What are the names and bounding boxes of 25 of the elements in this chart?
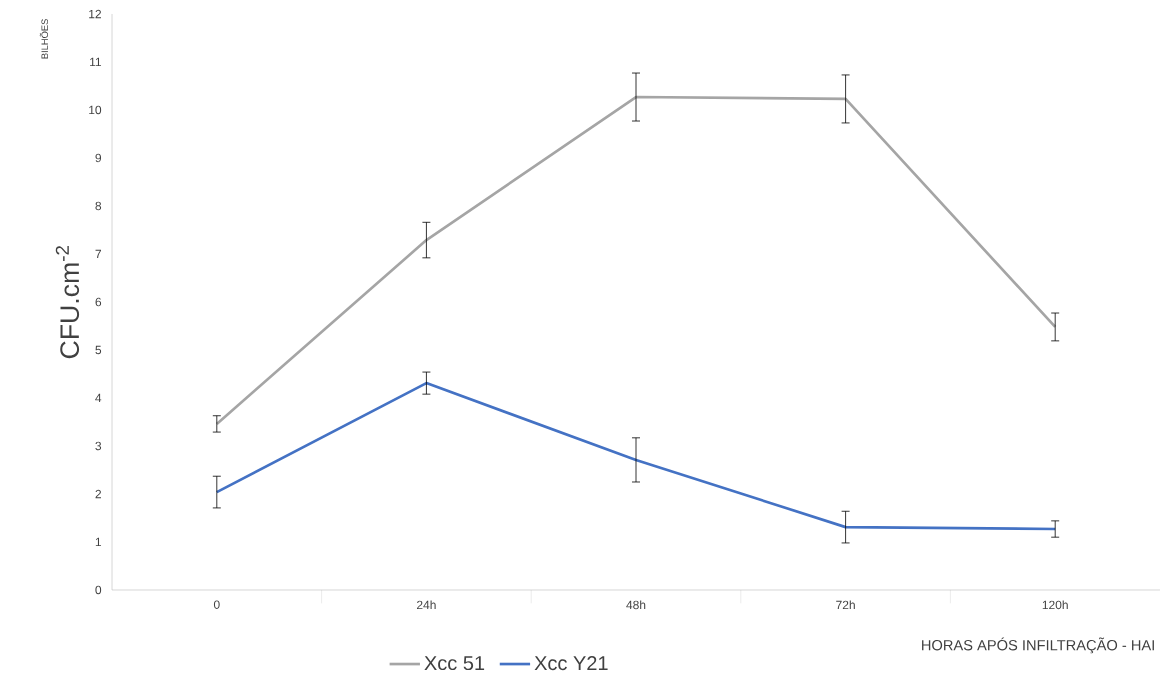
y-tick-label: 12 [89,9,101,19]
y-tick-label: 3 [95,441,102,451]
x-tick-label: 0 [213,600,220,609]
y-tick-label: 2 [95,489,101,499]
y-axis-title: CFU.cm$^{-2}$ [55,246,80,359]
line-series [215,381,1057,531]
text: BILHÕES [39,19,49,59]
y-tick-label: 5 [95,345,102,355]
x-tick-label: 72h [836,600,855,610]
y-tick-label: 7 [95,249,101,259]
y-tick-label: 8 [95,201,102,211]
legend-label: Xcc Y21 [534,656,608,671]
y-tick-label: 4 [95,393,102,403]
y-tick-label: 10 [89,105,102,115]
y-tick-label: 6 [95,297,102,307]
x-tick-label: 120h [1042,600,1068,610]
legend-label: Xcc 51 [424,656,485,671]
y-tick-label: 0 [95,585,102,595]
y-tick-label: 9 [95,153,102,163]
y-tick-label: 1 [95,537,102,547]
x-axis-title: HORAS APÓS INFILTRAÇÃO - HAI [922,637,1154,654]
x-tick-label: 24h [417,600,436,610]
line-series [215,95,1057,426]
x-tick-label: 48h [626,600,646,610]
y-tick-label: 11 [90,57,102,67]
